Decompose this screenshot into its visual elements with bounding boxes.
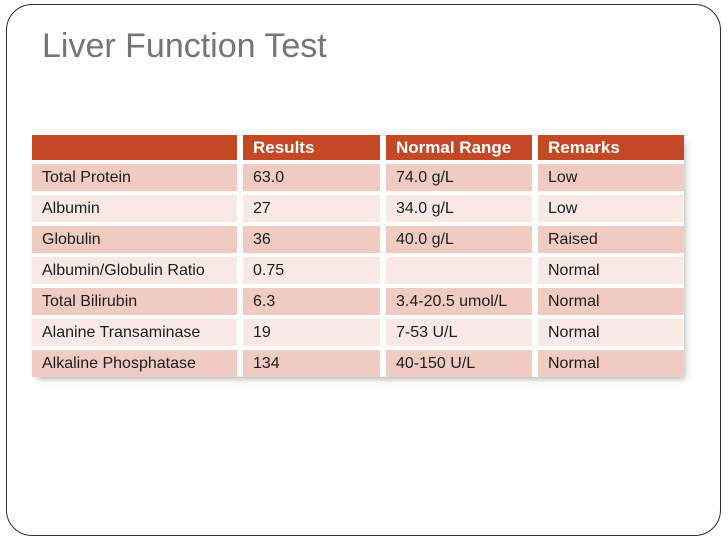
remark-cell: Normal bbox=[538, 350, 684, 377]
result-cell: 27 bbox=[243, 195, 380, 222]
test-name-cell: Alkaline Phosphatase bbox=[32, 350, 237, 377]
header-cell-results: Results bbox=[243, 135, 380, 160]
test-name-cell: Albumin bbox=[32, 195, 237, 222]
result-cell: 6.3 bbox=[243, 288, 380, 315]
range-cell: 34.0 g/L bbox=[386, 195, 532, 222]
header-cell-remarks: Remarks bbox=[538, 135, 684, 160]
test-name-cell: Globulin bbox=[32, 226, 237, 253]
result-cell: 134 bbox=[243, 350, 380, 377]
table-row: Albumin/Globulin Ratio 0.75 Normal bbox=[32, 257, 684, 284]
result-cell: 36 bbox=[243, 226, 380, 253]
range-cell: 40-150 U/L bbox=[386, 350, 532, 377]
remark-cell: Normal bbox=[538, 288, 684, 315]
result-cell: 19 bbox=[243, 319, 380, 346]
result-cell: 63.0 bbox=[243, 164, 380, 191]
range-cell: 74.0 g/L bbox=[386, 164, 532, 191]
test-name-cell: Total Bilirubin bbox=[32, 288, 237, 315]
table-header-row: Results Normal Range Remarks bbox=[32, 135, 684, 160]
slide-border-frame bbox=[6, 4, 721, 536]
range-cell: 40.0 g/L bbox=[386, 226, 532, 253]
liver-function-table: Results Normal Range Remarks Total Prote… bbox=[32, 135, 684, 377]
remark-cell: Low bbox=[538, 164, 684, 191]
remark-cell: Raised bbox=[538, 226, 684, 253]
table-row: Total Bilirubin 6.3 3.4-20.5 umol/L Norm… bbox=[32, 288, 684, 315]
test-name-cell: Albumin/Globulin Ratio bbox=[32, 257, 237, 284]
range-cell bbox=[386, 257, 532, 284]
table-row: Total Protein 63.0 74.0 g/L Low bbox=[32, 164, 684, 191]
remark-cell: Normal bbox=[538, 257, 684, 284]
page-title: Liver Function Test bbox=[42, 27, 327, 65]
remark-cell: Low bbox=[538, 195, 684, 222]
header-cell-test bbox=[32, 135, 237, 160]
header-cell-range: Normal Range bbox=[386, 135, 532, 160]
test-name-cell: Total Protein bbox=[32, 164, 237, 191]
range-cell: 3.4-20.5 umol/L bbox=[386, 288, 532, 315]
range-cell: 7-53 U/L bbox=[386, 319, 532, 346]
test-name-cell: Alanine Transaminase bbox=[32, 319, 237, 346]
table-row: Albumin 27 34.0 g/L Low bbox=[32, 195, 684, 222]
table-row: Alanine Transaminase 19 7-53 U/L Normal bbox=[32, 319, 684, 346]
result-cell: 0.75 bbox=[243, 257, 380, 284]
remark-cell: Normal bbox=[538, 319, 684, 346]
table-row: Globulin 36 40.0 g/L Raised bbox=[32, 226, 684, 253]
table-row: Alkaline Phosphatase 134 40-150 U/L Norm… bbox=[32, 350, 684, 377]
